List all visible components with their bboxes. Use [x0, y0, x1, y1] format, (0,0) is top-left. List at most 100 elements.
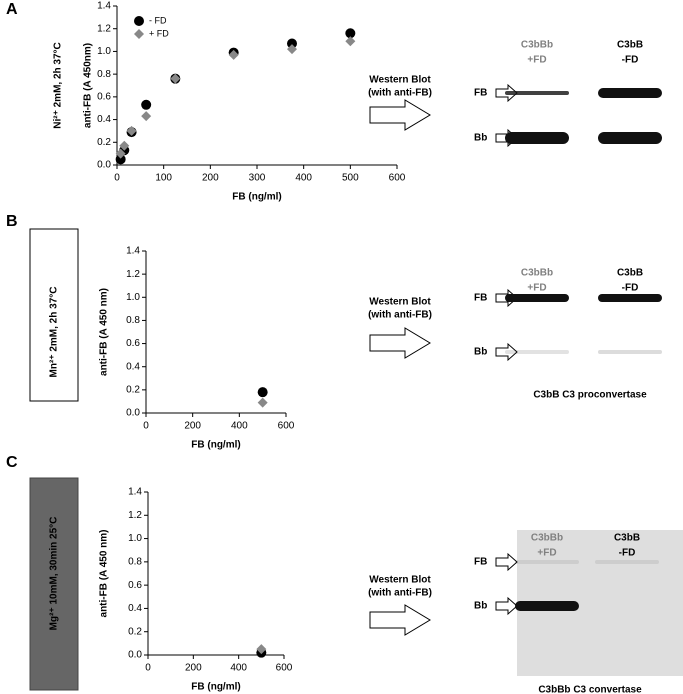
data-point — [115, 154, 126, 165]
blot-title: Western Blot — [369, 297, 431, 308]
x-axis-label: FB (ng/ml) — [232, 192, 281, 203]
condition-label: Mn²⁺ 2mM, 2h 37°C — [49, 287, 60, 378]
condition-box — [29, 477, 79, 691]
lane-label: C3bB — [614, 533, 640, 544]
arrow — [369, 604, 431, 636]
condition-box — [29, 228, 79, 402]
x-tick-label: 0 — [143, 421, 149, 432]
y-tick-label: 0.0 — [126, 408, 140, 419]
x-tick-label: 300 — [249, 173, 266, 184]
y-tick-label: 0.6 — [126, 338, 140, 349]
panel-label: A — [6, 1, 18, 18]
row-label: FB — [474, 557, 487, 568]
lane-label: -FD — [619, 548, 636, 559]
panel-label: C — [6, 454, 18, 471]
y-tick-label: 0.6 — [128, 580, 142, 591]
y-tick-label: 0.4 — [97, 114, 111, 125]
legend-label: + FD — [149, 28, 169, 38]
y-tick-label: 0.8 — [126, 315, 140, 326]
data-point — [141, 111, 152, 122]
y-tick-label: 0.8 — [128, 556, 142, 567]
y-tick-label: 1.2 — [128, 510, 142, 521]
blot-band — [505, 350, 569, 354]
row-label: FB — [474, 293, 487, 304]
blot-band — [515, 601, 579, 611]
y-tick-label: 0.0 — [128, 650, 142, 661]
data-point — [257, 387, 268, 398]
y-axis-label: anti-FB (A 450 nm) — [99, 530, 110, 618]
data-point — [170, 73, 181, 84]
y-axis-label: anti-FB (A 450nm) — [83, 43, 94, 128]
blot-caption: C3bB C3 proconvertase — [533, 390, 647, 401]
legend-marker — [134, 16, 144, 26]
blot-band — [595, 560, 659, 564]
y-tick-label: 1.0 — [97, 46, 111, 57]
blot-band — [598, 88, 662, 98]
y-tick-label: 0.6 — [97, 91, 111, 102]
x-tick-label: 600 — [276, 663, 293, 674]
y-tick-label: 1.4 — [126, 246, 140, 257]
blot-band — [505, 132, 569, 144]
row-label: Bb — [474, 347, 487, 358]
lane-label: C3bBb — [531, 533, 563, 544]
lane-label: C3bB — [617, 40, 643, 51]
data-point — [287, 38, 297, 49]
blot-band — [598, 350, 662, 354]
arrow — [369, 99, 431, 131]
blot-band — [598, 294, 662, 302]
blot-band — [515, 560, 579, 564]
y-tick-label: 1.2 — [97, 23, 111, 34]
blot-title: (with anti-FB) — [368, 588, 432, 599]
small-arrow — [495, 552, 518, 572]
lane-label: C3bB — [617, 268, 643, 279]
x-tick-label: 200 — [184, 421, 201, 432]
y-tick-label: 1.0 — [126, 292, 140, 303]
blot-band — [505, 294, 569, 302]
data-point — [228, 49, 239, 60]
arrow — [369, 327, 431, 359]
x-tick-label: 100 — [155, 173, 172, 184]
x-tick-label: 400 — [230, 663, 247, 674]
y-tick-label: 1.0 — [128, 533, 142, 544]
lane-label: +FD — [537, 548, 556, 559]
blot-title: (with anti-FB) — [368, 310, 432, 321]
lane-label: C3bBb — [521, 268, 553, 279]
y-tick-label: 1.4 — [128, 487, 142, 498]
x-axis-label: FB (ng/ml) — [191, 682, 240, 693]
y-tick-label: 0.4 — [126, 361, 140, 372]
blot-band — [598, 132, 662, 144]
legend-marker — [134, 29, 144, 39]
lane-label: -FD — [622, 283, 639, 294]
y-tick-label: 0.2 — [126, 384, 140, 395]
lane-label: +FD — [527, 55, 546, 66]
y-tick-label: 0.4 — [128, 603, 142, 614]
blot-title: Western Blot — [369, 575, 431, 586]
x-tick-label: 400 — [231, 421, 248, 432]
row-label: Bb — [474, 601, 487, 612]
small-arrow — [495, 596, 518, 616]
y-tick-label: 1.4 — [97, 1, 111, 12]
blot-title: Western Blot — [369, 75, 431, 86]
data-point — [257, 397, 268, 408]
data-point — [345, 36, 356, 47]
x-tick-label: 500 — [342, 173, 359, 184]
small-arrow — [495, 342, 518, 362]
x-tick-label: 200 — [185, 663, 202, 674]
x-axis-label: FB (ng/ml) — [191, 440, 240, 451]
lane-label: +FD — [527, 283, 546, 294]
y-tick-label: 0.2 — [97, 137, 111, 148]
x-tick-label: 600 — [389, 173, 406, 184]
data-point — [287, 44, 297, 55]
condition-label: Ni²⁺ 2mM, 2h 37°C — [53, 42, 64, 129]
blot-title: (with anti-FB) — [368, 88, 432, 99]
blot-caption: C3bBb C3 convertase — [538, 685, 642, 694]
x-tick-label: 600 — [278, 421, 295, 432]
legend-label: - FD — [149, 15, 167, 25]
y-axis-label: anti-FB (A 450 nm) — [99, 288, 110, 376]
data-point — [115, 148, 126, 159]
x-tick-label: 0 — [114, 173, 120, 184]
x-tick-label: 200 — [202, 173, 219, 184]
data-point — [119, 140, 130, 151]
data-point — [345, 28, 356, 39]
